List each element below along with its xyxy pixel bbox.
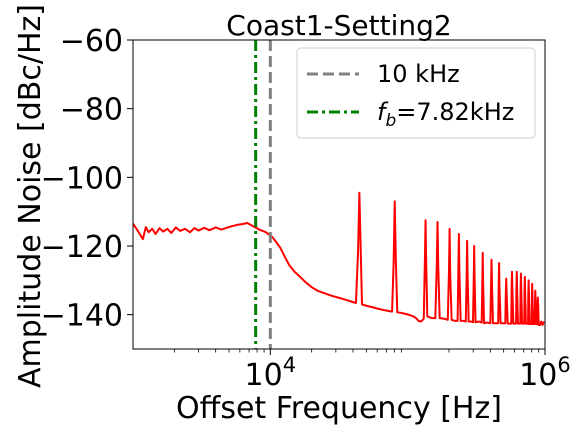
plot-frame <box>132 39 546 350</box>
legend-fb-value: =7.82kHz <box>396 98 514 126</box>
x-tick-base: 10 <box>245 358 283 393</box>
chart-title: Coast1-Setting2 <box>226 9 451 42</box>
y-tick-label: −60 <box>60 24 123 59</box>
y-tick-label: −80 <box>60 93 123 128</box>
series-layer <box>133 40 545 349</box>
legend-label-10khz: 10 kHz <box>377 60 460 88</box>
x-tick-label: 104 <box>245 353 297 393</box>
x-tick-exponent: 6 <box>557 353 570 377</box>
y-axis-label: Amplitude Noise [dBc/Hz] <box>13 4 48 388</box>
plot-area <box>132 39 546 350</box>
x-tick-base: 10 <box>519 358 557 393</box>
legend-box <box>296 47 536 139</box>
legend-fb-subscript: b <box>385 111 396 131</box>
x-tick-label: 106 <box>519 353 571 393</box>
y-axis: −60 −80 −100 −120 −140 <box>41 24 133 334</box>
series-line-0 <box>133 191 545 326</box>
legend-label-fb: fb=7.82kHz <box>377 98 514 131</box>
y-tick-label: −100 <box>41 161 123 196</box>
y-tick-label: −120 <box>41 230 123 265</box>
x-axis: 104 106 <box>173 349 571 393</box>
x-tick-exponent: 4 <box>283 353 296 377</box>
legend: 10 kHz fb=7.82kHz <box>296 47 536 139</box>
x-axis-label: Offset Frequency [Hz] <box>176 391 502 426</box>
y-tick-label: −140 <box>41 299 123 334</box>
